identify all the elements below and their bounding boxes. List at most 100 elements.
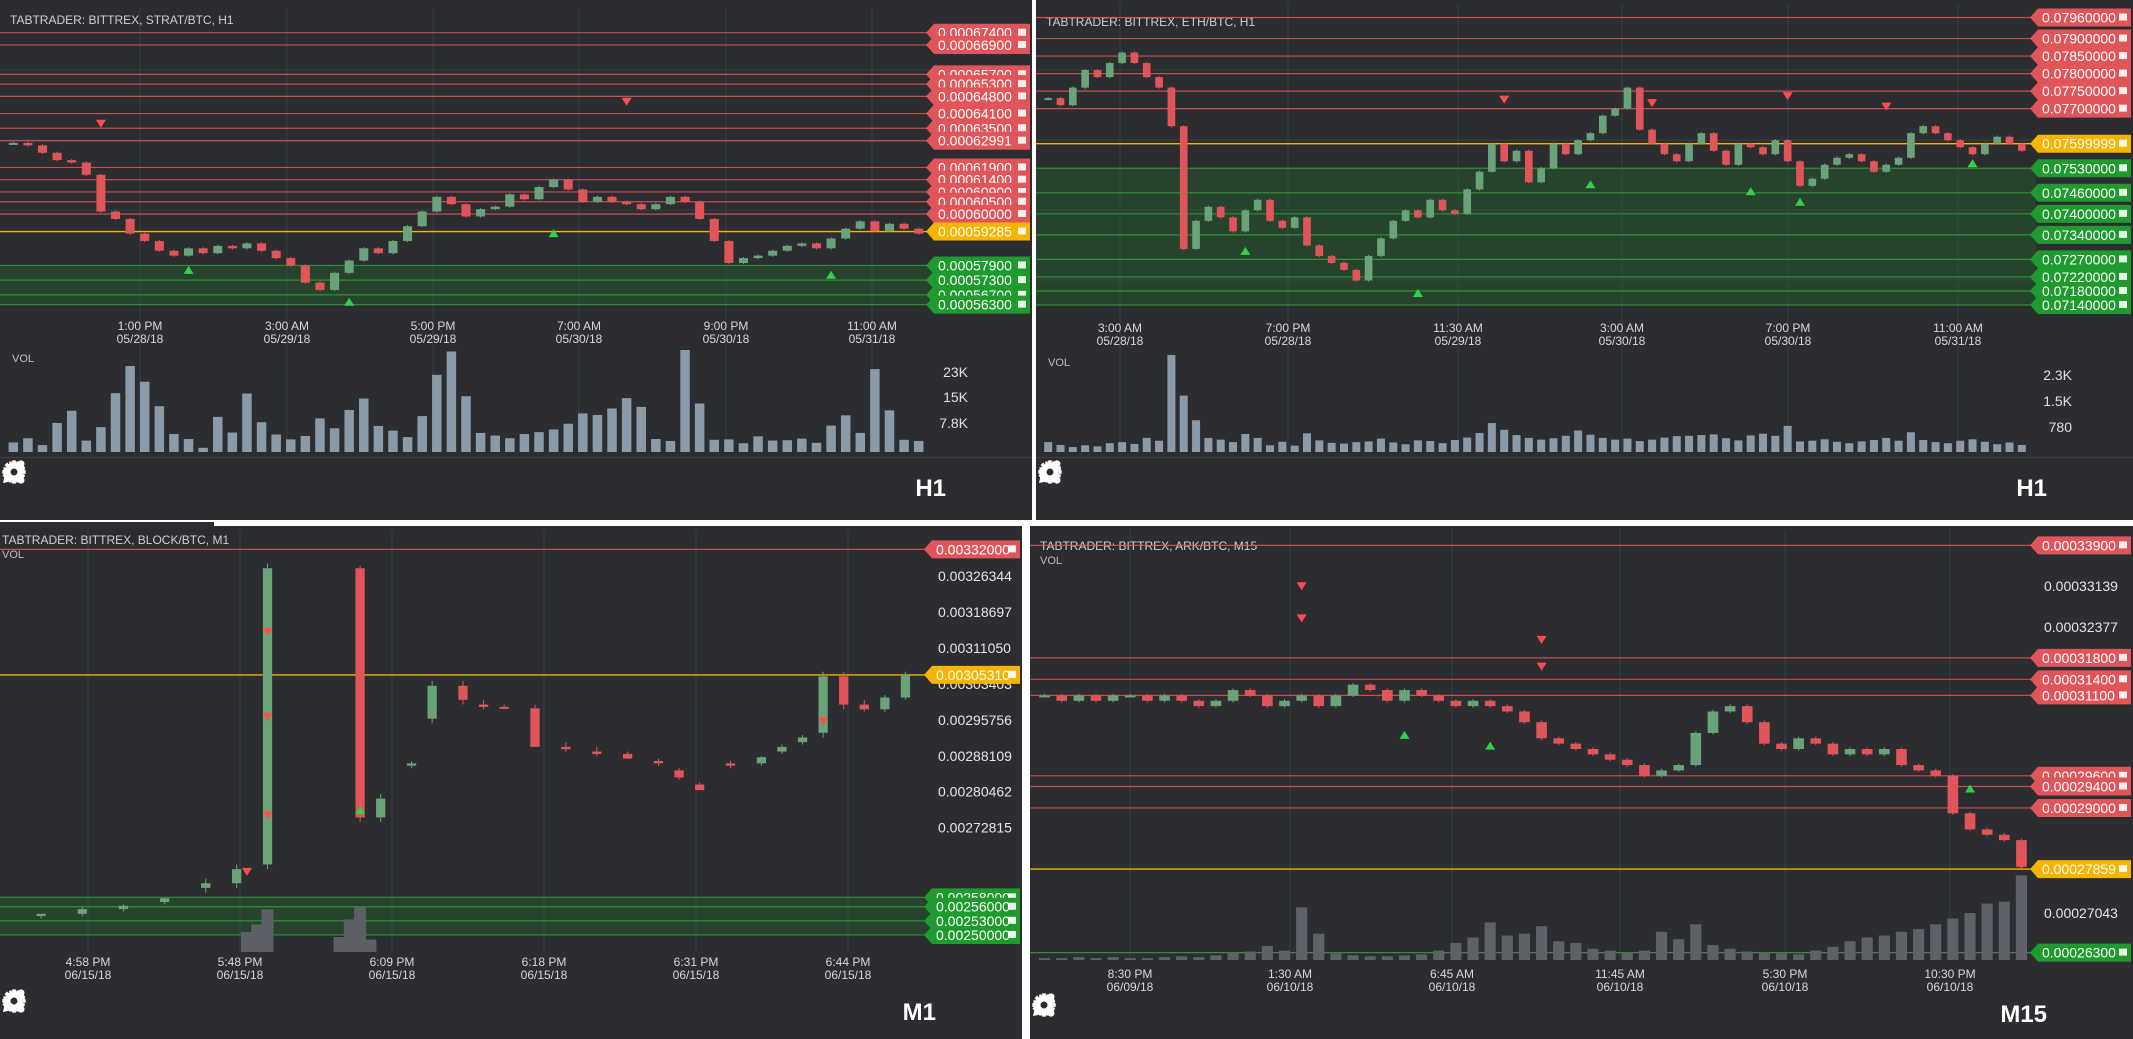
chart-svg[interactable]: TABTRADER: BITTREX, ETH/BTC, H1 VOL 2.3K 1.… bbox=[1036, 0, 2133, 458]
volume-bar bbox=[1450, 943, 1462, 960]
candle bbox=[1433, 695, 1445, 701]
volume-bar bbox=[1947, 918, 1959, 960]
buy-price-tag-text: 0.07140000 bbox=[2042, 297, 2116, 313]
add-alert-button[interactable] bbox=[1034, 995, 1780, 1035]
cart-icon bbox=[1018, 187, 1026, 195]
volume-bar bbox=[446, 351, 457, 452]
candle bbox=[1327, 255, 1336, 263]
buy-price-tag-text: 0.07270000 bbox=[2042, 251, 2116, 267]
timeframe-button[interactable]: M1 bbox=[902, 999, 936, 1026]
volume-bar bbox=[37, 445, 48, 452]
candle bbox=[1210, 700, 1222, 707]
volume-bar bbox=[1179, 395, 1188, 452]
volume-bar bbox=[1993, 444, 2002, 452]
collapse-button[interactable] bbox=[1033, 994, 2115, 1035]
sell-marker bbox=[1782, 92, 1793, 101]
volume-bar bbox=[300, 435, 311, 452]
cart-icon bbox=[2119, 865, 2127, 873]
volume-bar bbox=[505, 438, 515, 452]
buy-marker bbox=[1794, 197, 1805, 206]
volume-bar bbox=[1759, 433, 1768, 452]
volume-bar bbox=[183, 439, 194, 452]
candle bbox=[446, 196, 456, 205]
add-alert-button[interactable] bbox=[4, 991, 683, 1033]
candle bbox=[373, 248, 383, 254]
settings-gear-button[interactable] bbox=[1032, 993, 1972, 1035]
cart-icon bbox=[1018, 80, 1026, 88]
add-alert-button[interactable] bbox=[1040, 462, 1796, 509]
volume-bar bbox=[1906, 432, 1915, 452]
volume-bar bbox=[1741, 951, 1753, 960]
volume-bar bbox=[1844, 941, 1856, 960]
collapse-button[interactable] bbox=[1039, 461, 2115, 509]
candle bbox=[1793, 738, 1804, 749]
candle bbox=[1844, 749, 1856, 755]
candle bbox=[859, 704, 869, 710]
candle bbox=[1056, 98, 1065, 106]
volume-label: VOL bbox=[1040, 555, 1062, 567]
volume-bar bbox=[1278, 950, 1291, 960]
candle bbox=[1105, 63, 1114, 78]
x-tick-time: 1:00 PM bbox=[118, 319, 163, 333]
x-tick-time: 5:00 PM bbox=[411, 319, 456, 333]
sell-price-tag-text: 0.00066900 bbox=[938, 37, 1012, 53]
collapse-button[interactable] bbox=[3, 461, 1014, 509]
volume-bar bbox=[1586, 434, 1595, 452]
cart-icon bbox=[1008, 893, 1016, 901]
indicators-button[interactable] bbox=[2, 463, 759, 509]
volume-bar bbox=[1141, 958, 1153, 960]
timeframe-button[interactable]: H1 bbox=[915, 475, 946, 502]
candle bbox=[1463, 189, 1472, 214]
x-tick-time: 6:45 AM bbox=[1430, 967, 1474, 981]
chart-svg[interactable]: TABTRADER: BITTREX, ARK/BTC, M15 VOL 8:30 … bbox=[1030, 526, 2133, 996]
volume-bar bbox=[1210, 955, 1222, 960]
candle bbox=[549, 179, 559, 188]
volume-bar bbox=[1553, 941, 1565, 960]
volume-bar bbox=[738, 443, 749, 452]
y-tick-label: 0.00280462 bbox=[938, 784, 1012, 800]
draw-pencil-button[interactable] bbox=[1033, 993, 1908, 1035]
indicators-button[interactable] bbox=[1032, 995, 1844, 1035]
share-button[interactable] bbox=[3, 460, 631, 509]
collapse-button[interactable] bbox=[3, 990, 1004, 1033]
volume-bar bbox=[364, 939, 377, 952]
candle bbox=[1130, 52, 1139, 64]
buy-price-tag bbox=[2030, 295, 2131, 314]
chart-svg[interactable]: TABTRADER: BITTREX, BLOCK/BTC, M1 VOL 4:58… bbox=[0, 522, 1022, 992]
add-alert-button[interactable] bbox=[4, 462, 695, 509]
candle bbox=[1278, 220, 1287, 228]
indicators-button[interactable] bbox=[2, 992, 747, 1033]
candle bbox=[1549, 143, 1558, 169]
indicators-button[interactable] bbox=[1038, 463, 1860, 509]
share-button[interactable] bbox=[3, 989, 619, 1033]
volume-bar bbox=[154, 406, 165, 452]
x-tick-date: 05/30/18 bbox=[1599, 334, 1646, 348]
candle bbox=[680, 196, 690, 202]
x-tick-date: 06/10/18 bbox=[1429, 980, 1476, 994]
settings-gear-button[interactable] bbox=[2, 460, 887, 509]
draw-pencil-button[interactable] bbox=[1039, 460, 1924, 509]
volume-bar bbox=[23, 438, 33, 452]
draw-pencil-button[interactable] bbox=[3, 460, 823, 509]
volume-tick-label: 2.3K bbox=[2043, 367, 2072, 383]
draw-pencil-button[interactable] bbox=[3, 989, 811, 1033]
chart-svg[interactable]: TABTRADER: BITTREX, STRAT/BTC, H1 VOL 23K 1… bbox=[0, 0, 1032, 458]
volume-bar bbox=[388, 430, 398, 452]
x-tick-date: 06/15/18 bbox=[369, 968, 416, 982]
candle bbox=[125, 218, 135, 234]
volume-bar bbox=[1484, 922, 1496, 960]
sell-price-tag bbox=[924, 540, 1020, 559]
volume-bar bbox=[2015, 875, 2028, 960]
candle bbox=[388, 240, 398, 254]
volume-bar bbox=[1339, 443, 1348, 452]
candle bbox=[1389, 220, 1398, 239]
settings-gear-button[interactable] bbox=[1038, 460, 1988, 509]
share-button[interactable] bbox=[1033, 993, 1716, 1035]
timeframe-button[interactable]: M15 bbox=[2000, 1001, 2047, 1028]
candle bbox=[841, 228, 851, 239]
settings-gear-button[interactable] bbox=[2, 989, 875, 1033]
buy-price-tag-text: 0.00253000 bbox=[936, 913, 1010, 929]
timeframe-button[interactable]: H1 bbox=[2016, 475, 2047, 502]
candle bbox=[592, 196, 602, 202]
share-button[interactable] bbox=[1039, 460, 1732, 509]
